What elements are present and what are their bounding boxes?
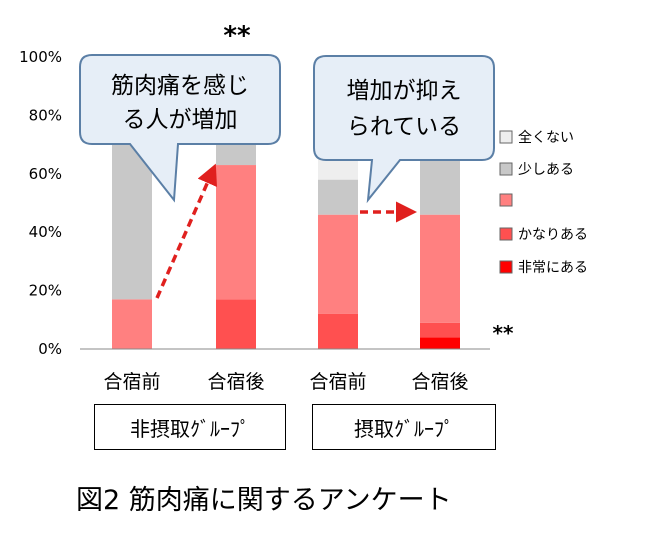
bar-segment-2-3	[318, 179, 358, 215]
legend-label: 少しある	[518, 162, 574, 178]
callout-increase-line-1: 筋肉痛を感じ	[111, 73, 249, 99]
x-category-label: 合宿前	[103, 371, 160, 393]
callout-suppressed-line-2: られている	[347, 114, 461, 140]
y-tick-label: 20%	[29, 282, 62, 300]
increase-arrow	[155, 163, 218, 299]
bar-segment-1-1	[216, 299, 256, 349]
callout-suppressed-line-1: 増加が抑え	[347, 78, 462, 104]
legend-swatch	[499, 162, 513, 176]
significance-mark-right: **	[493, 321, 514, 345]
bar-segment-3-1	[420, 322, 460, 338]
bar-segment-3-0	[420, 337, 460, 349]
y-tick-label: 80%	[29, 106, 62, 124]
x-category-label: 合宿後	[411, 371, 468, 393]
y-axis-ticks: 0% 20% 40% 60% 80% 100%	[19, 48, 62, 358]
x-category-label: 合宿後	[207, 371, 264, 393]
y-tick-label: 100%	[19, 48, 62, 66]
group-label-intake: 摂取ｸﾞﾙｰﾌﾟ	[312, 404, 496, 450]
significance-mark-top: **	[223, 21, 251, 51]
legend-label: かなりある	[518, 227, 588, 243]
bar-segment-2-2	[318, 214, 358, 314]
y-tick-label: 60%	[29, 165, 62, 183]
callout-suppressed-shape	[313, 55, 495, 204]
legend-swatch	[499, 227, 513, 241]
y-tick-label: 40%	[29, 223, 62, 241]
callout-increase-line-2: る人が増加	[123, 107, 238, 133]
x-axis-category-labels: 合宿前 合宿後 合宿前 合宿後	[103, 371, 468, 393]
callout-suppressed: 増加が抑え られている	[313, 55, 495, 204]
x-category-label: 合宿前	[309, 371, 366, 393]
figure-caption: 図2 筋肉痛に関するアンケート	[76, 485, 452, 516]
callout-increase-shape	[79, 54, 281, 203]
legend-label: 全くない	[518, 129, 574, 146]
legend-swatch	[499, 260, 513, 274]
bar-segment-3-2	[420, 214, 460, 323]
bar-segment-1-2	[216, 165, 256, 300]
y-tick-label: 0%	[38, 340, 62, 358]
callout-increase: 筋肉痛を感じ る人が増加	[79, 54, 281, 203]
legend-swatch	[499, 130, 513, 144]
bar-segment-2-1	[318, 313, 358, 349]
group-label-non-intake: 非摂取ｸﾞﾙｰﾌﾟ	[94, 404, 286, 450]
bar-segment-0-2	[112, 299, 152, 349]
legend-swatch	[499, 193, 513, 207]
legend-label: 非常にある	[518, 260, 588, 276]
